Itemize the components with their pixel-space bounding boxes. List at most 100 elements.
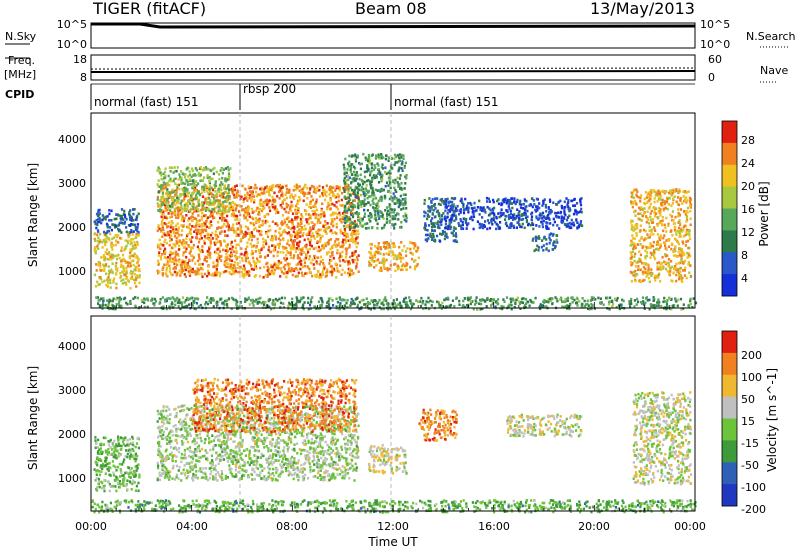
- power-cell: [160, 184, 163, 187]
- power-cell: [324, 198, 327, 202]
- power-cell: [672, 219, 675, 222]
- power-cell: [310, 220, 313, 224]
- power-cell: [290, 238, 293, 242]
- power-cell: [103, 279, 106, 283]
- power-cell: [180, 224, 183, 227]
- power-cell: [320, 275, 323, 279]
- power-cell: [342, 259, 345, 262]
- power-cell: [228, 257, 231, 261]
- power-cell: [305, 256, 308, 260]
- power-cell: [136, 274, 139, 277]
- power-cell: [316, 208, 319, 212]
- power-cell: [650, 221, 653, 224]
- power-cell: [120, 221, 123, 224]
- power-cell: [352, 165, 356, 169]
- power-cell: [309, 206, 313, 209]
- power-cell: [337, 195, 340, 199]
- power-cell: [405, 264, 408, 267]
- power-cell: [404, 193, 407, 197]
- power-cell: [232, 208, 235, 212]
- power-cell: [635, 231, 638, 235]
- power-cell: [327, 242, 330, 246]
- power-cell: [678, 273, 681, 277]
- power-cell: [126, 239, 129, 243]
- power-cell: [434, 239, 437, 243]
- power-cell: [269, 185, 272, 189]
- power-cell: [497, 212, 500, 215]
- power-cell: [209, 256, 212, 260]
- power-cell: [209, 168, 212, 172]
- power-cell: [377, 181, 381, 184]
- power-cell: [264, 199, 267, 203]
- power-cell: [383, 242, 386, 245]
- power-cell: [225, 200, 228, 204]
- power-cell: [189, 183, 192, 186]
- power-cell: [186, 180, 189, 184]
- power-cell: [344, 207, 347, 211]
- power-cell: [298, 260, 301, 264]
- power-cell: [214, 199, 217, 203]
- power-cell: [391, 217, 394, 221]
- power-cell: [514, 202, 517, 206]
- power-cell: [329, 247, 332, 251]
- power-cell: [344, 204, 347, 208]
- power-cell: [652, 221, 655, 224]
- power-cell: [351, 226, 355, 230]
- power-cell: [161, 224, 164, 228]
- power-cell: [205, 225, 208, 229]
- power-cell: [184, 265, 187, 268]
- power-cell: [182, 251, 185, 254]
- power-cell: [376, 204, 379, 208]
- power-cell: [94, 251, 97, 255]
- power-cell: [309, 187, 312, 190]
- power-cell: [112, 244, 115, 247]
- power-cell: [111, 248, 114, 251]
- power-cell: [134, 225, 137, 229]
- power-cell: [160, 228, 163, 232]
- power-cell: [217, 211, 220, 215]
- power-cell: [368, 167, 371, 171]
- power-cell: [679, 222, 682, 225]
- power-cell: [687, 253, 690, 257]
- power-cell: [305, 203, 308, 206]
- power-cell: [313, 267, 316, 270]
- power-cell: [661, 216, 664, 219]
- power-cell: [394, 188, 397, 192]
- power-cell: [492, 216, 495, 220]
- power-cell: [128, 261, 131, 265]
- power-cell: [255, 186, 258, 190]
- power-cell: [225, 187, 228, 191]
- power-cell: [342, 204, 345, 207]
- power-cell: [157, 166, 160, 169]
- power-cell: [669, 267, 672, 271]
- power-cell: [357, 197, 360, 201]
- power-cell: [565, 225, 568, 228]
- power-cell: [215, 259, 218, 262]
- power-cell: [352, 272, 355, 275]
- power-cell: [225, 219, 228, 222]
- power-cell: [673, 228, 676, 232]
- power-cell: [503, 200, 506, 204]
- power-cell: [158, 168, 161, 171]
- power-cell: [217, 252, 220, 256]
- power-cell: [182, 238, 185, 242]
- power-cell: [668, 272, 671, 276]
- power-cell: [304, 212, 308, 216]
- power-cell: [650, 218, 653, 222]
- power-cell: [176, 166, 179, 169]
- power-cell: [355, 211, 359, 214]
- power-cell: [649, 233, 652, 236]
- power-cell: [218, 231, 222, 235]
- power-cell: [256, 207, 259, 210]
- power-cell: [206, 202, 209, 206]
- power-cell: [161, 252, 164, 256]
- power-cell: [394, 214, 397, 217]
- power-cell: [343, 210, 346, 213]
- power-cell: [303, 258, 306, 261]
- power-cell: [204, 214, 207, 217]
- power-cell: [391, 180, 394, 183]
- power-cell: [379, 214, 382, 218]
- power-cell: [487, 197, 490, 201]
- power-cell: [446, 212, 449, 215]
- power-cell: [295, 186, 299, 189]
